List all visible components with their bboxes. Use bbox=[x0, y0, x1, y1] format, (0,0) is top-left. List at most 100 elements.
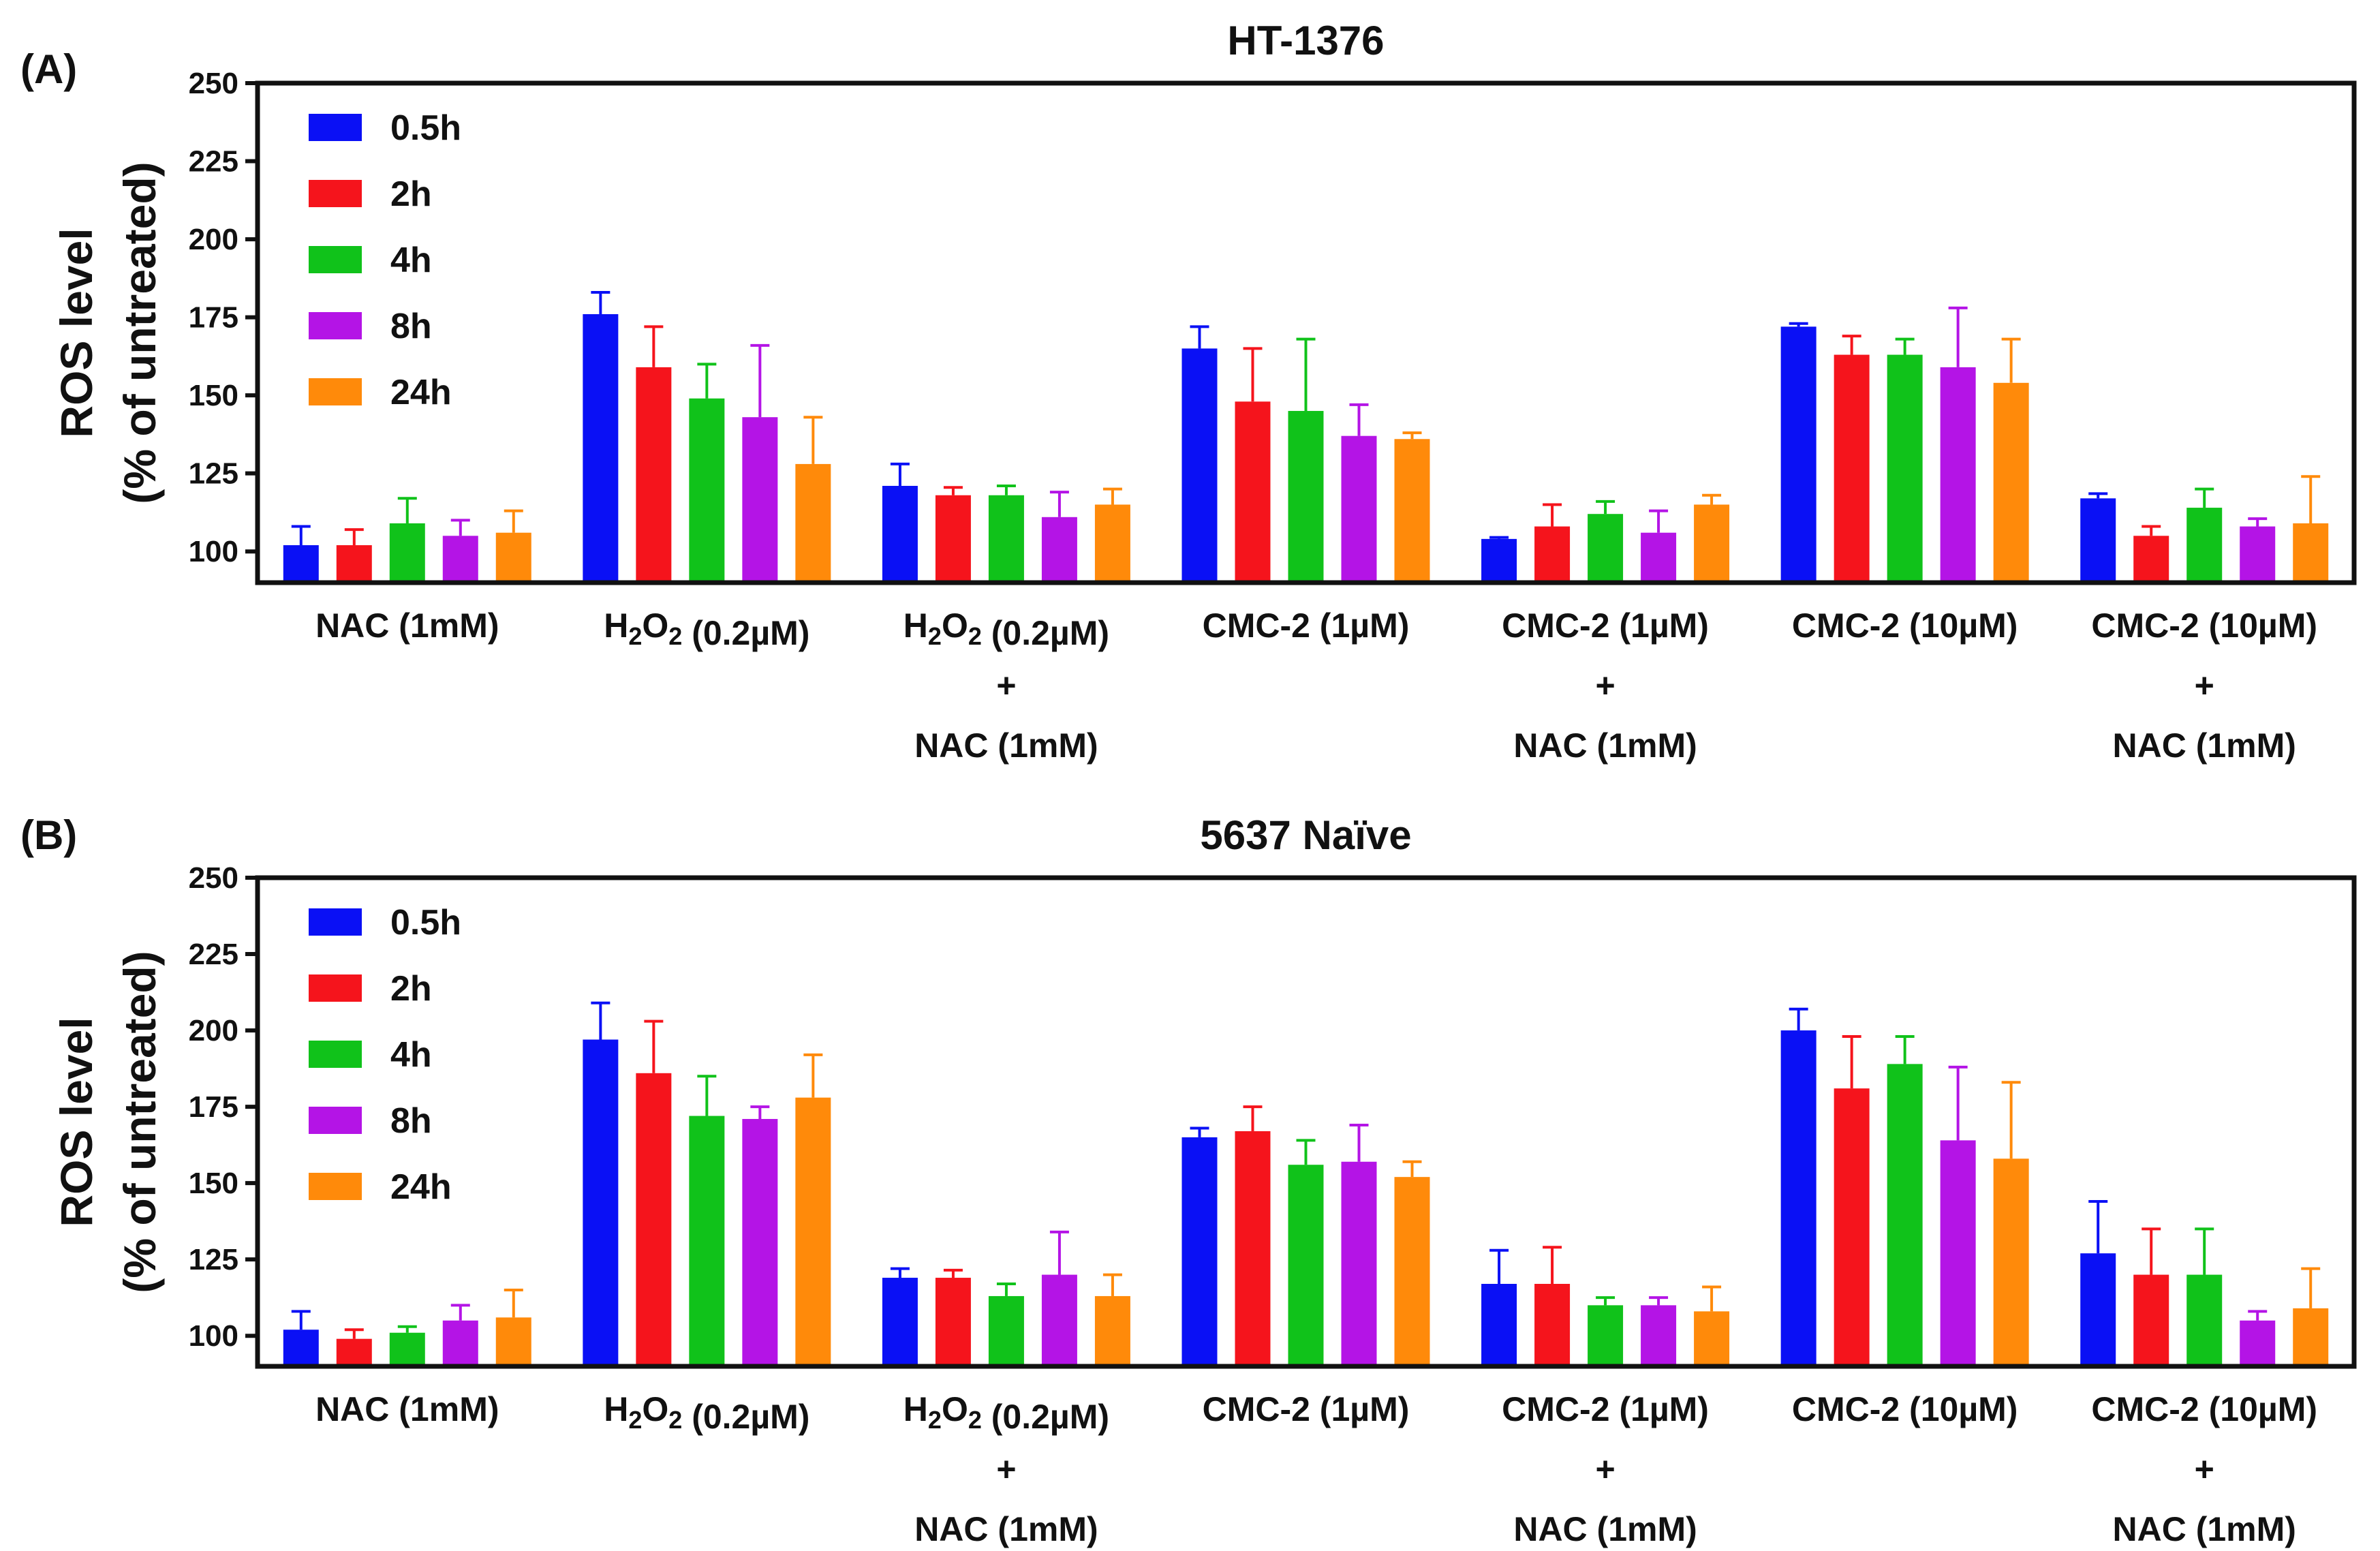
y-tick-label: 125 bbox=[189, 1243, 238, 1276]
y-tick-label: 150 bbox=[189, 379, 238, 412]
y-tick-label: 125 bbox=[189, 457, 238, 491]
y-tick-label: 100 bbox=[189, 1319, 238, 1353]
x-tick-label: CMC-2 (1µM) bbox=[1203, 606, 1410, 645]
legend-swatch-2h bbox=[309, 180, 362, 207]
bar-8h-4 bbox=[1641, 1305, 1677, 1366]
bar-4h-4 bbox=[1588, 1305, 1624, 1366]
y-tick-label: 200 bbox=[189, 1014, 238, 1047]
bar-4h-0 bbox=[389, 1332, 425, 1366]
bar-8h-4 bbox=[1641, 532, 1677, 583]
panel-label: (B) bbox=[20, 812, 77, 858]
x-tick-label: + bbox=[1595, 666, 1615, 705]
x-tick-label: NAC (1mM) bbox=[1513, 726, 1697, 765]
y-tick-label: 250 bbox=[189, 67, 238, 100]
bar-2h-2 bbox=[935, 495, 971, 583]
x-tick-label: + bbox=[2195, 1450, 2214, 1488]
panel-label: (A) bbox=[20, 46, 77, 92]
bar-0.5h-3 bbox=[1181, 1137, 1218, 1366]
bar-0.5h-2 bbox=[882, 1278, 918, 1366]
bar-8h-1 bbox=[742, 1119, 778, 1366]
legend-label-0.5h: 0.5h bbox=[390, 108, 461, 148]
legend-swatch-24h bbox=[309, 1173, 362, 1200]
panel-b: (B) 5637 Naïve ROS level (% of untreated) 10… bbox=[20, 812, 2357, 1548]
x-tick-label: CMC-2 (1µM) bbox=[1502, 606, 1709, 645]
bar-24h-3 bbox=[1394, 1177, 1430, 1366]
bar-0.5h-1 bbox=[583, 1039, 619, 1366]
bar-2h-2 bbox=[935, 1278, 971, 1366]
x-tick-label: CMC-2 (10µM) bbox=[2091, 1390, 2317, 1428]
bar-2h-4 bbox=[1534, 526, 1571, 583]
legend-label-8h: 8h bbox=[390, 307, 432, 346]
bar-2h-6 bbox=[2133, 1274, 2169, 1366]
bar-0.5h-0 bbox=[283, 1330, 319, 1366]
bar-4h-6 bbox=[2186, 508, 2223, 583]
x-tick-label: H2O2 (0.2µM) bbox=[604, 606, 809, 652]
bar-2h-0 bbox=[336, 1338, 372, 1366]
bar-4h-2 bbox=[988, 1295, 1024, 1366]
x-tick-label: NAC (1mM) bbox=[914, 1510, 1098, 1548]
legend-label-24h: 24h bbox=[390, 1167, 452, 1207]
bar-0.5h-5 bbox=[1780, 1030, 1817, 1366]
bar-8h-0 bbox=[442, 536, 478, 583]
bar-0.5h-1 bbox=[583, 314, 619, 583]
bar-2h-6 bbox=[2133, 536, 2169, 583]
legend-label-8h: 8h bbox=[390, 1101, 432, 1141]
x-tick-label: + bbox=[2195, 666, 2214, 705]
bar-4h-4 bbox=[1588, 514, 1624, 583]
bar-24h-4 bbox=[1694, 504, 1730, 583]
bar-2h-1 bbox=[636, 367, 672, 583]
bar-24h-1 bbox=[795, 463, 831, 583]
x-tick-label: NAC (1mM) bbox=[315, 606, 499, 645]
bar-24h-3 bbox=[1394, 439, 1430, 583]
bar-8h-5 bbox=[1940, 1140, 1976, 1366]
bar-0.5h-6 bbox=[2080, 498, 2116, 583]
bar-8h-1 bbox=[742, 417, 778, 583]
plot-frame bbox=[255, 875, 2357, 1369]
bar-4h-1 bbox=[689, 398, 725, 583]
x-tick-label: CMC-2 (10µM) bbox=[1792, 606, 2018, 645]
x-tick-label: CMC-2 (1µM) bbox=[1203, 1390, 1410, 1428]
legend-label-0.5h: 0.5h bbox=[390, 903, 461, 942]
bar-0.5h-5 bbox=[1780, 326, 1817, 583]
legend-label-4h: 4h bbox=[390, 241, 432, 280]
bar-8h-6 bbox=[2240, 1320, 2276, 1366]
legend-swatch-4h bbox=[309, 246, 362, 273]
bar-8h-0 bbox=[442, 1320, 478, 1366]
bar-8h-6 bbox=[2240, 526, 2276, 583]
x-tick-label: H2O2 (0.2µM) bbox=[903, 606, 1109, 652]
bar-8h-3 bbox=[1341, 435, 1377, 583]
y-axis-label: ROS level bbox=[51, 228, 102, 437]
x-tick-label: NAC (1mM) bbox=[1513, 1510, 1697, 1548]
bar-0.5h-0 bbox=[283, 545, 319, 583]
bar-4h-3 bbox=[1288, 1165, 1324, 1366]
legend-label-2h: 2h bbox=[390, 174, 432, 214]
chart-title: HT-1376 bbox=[1227, 18, 1384, 63]
bar-24h-5 bbox=[1993, 382, 2029, 583]
legend-label-24h: 24h bbox=[390, 373, 452, 412]
bar-8h-2 bbox=[1041, 1274, 1077, 1366]
bar-2h-0 bbox=[336, 545, 372, 583]
x-tick-label: NAC (1mM) bbox=[2112, 726, 2296, 765]
bar-0.5h-2 bbox=[882, 485, 918, 583]
bar-4h-2 bbox=[988, 495, 1024, 583]
bar-24h-2 bbox=[1094, 504, 1130, 583]
y-axis-label: ROS level bbox=[51, 1017, 102, 1227]
bar-24h-6 bbox=[2293, 523, 2329, 583]
y-axis-label-unit: (% of untreated) bbox=[114, 162, 165, 504]
x-tick-label: CMC-2 (1µM) bbox=[1502, 1390, 1709, 1428]
bar-24h-6 bbox=[2293, 1308, 2329, 1366]
legend-swatch-2h bbox=[309, 974, 362, 1002]
bar-8h-3 bbox=[1341, 1161, 1377, 1366]
y-tick-label: 150 bbox=[189, 1167, 238, 1200]
bar-2h-4 bbox=[1534, 1284, 1571, 1366]
legend-swatch-0.5h bbox=[309, 114, 362, 141]
y-tick-label: 175 bbox=[189, 301, 238, 335]
bar-4h-6 bbox=[2186, 1274, 2223, 1366]
bar-24h-0 bbox=[495, 532, 531, 583]
chart-title: 5637 Naïve bbox=[1200, 812, 1411, 858]
y-tick-label: 225 bbox=[189, 938, 238, 971]
bar-8h-2 bbox=[1041, 517, 1077, 583]
x-tick-label: CMC-2 (10µM) bbox=[2091, 606, 2317, 645]
bar-4h-5 bbox=[1887, 1064, 1923, 1366]
y-tick-label: 200 bbox=[189, 223, 238, 256]
